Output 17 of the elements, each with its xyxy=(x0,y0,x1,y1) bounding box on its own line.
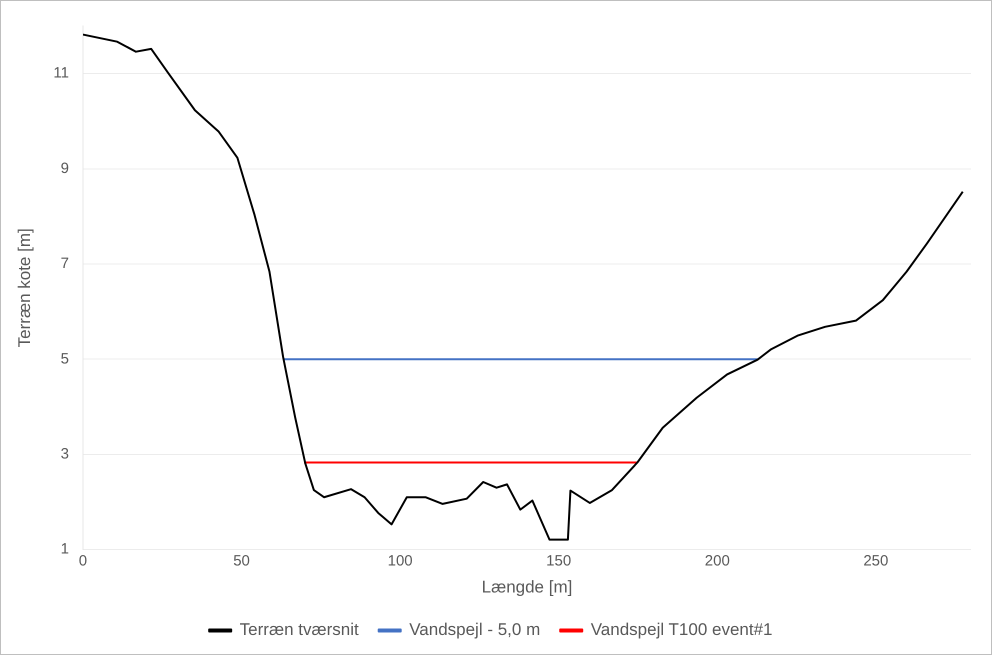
x-tick-label: 200 xyxy=(704,552,730,570)
legend-label: Vandspejl T100 event#1 xyxy=(590,620,773,640)
x-tick-label: 50 xyxy=(233,552,250,570)
y-tick-label: 5 xyxy=(60,350,69,368)
x-axis-title: Længde [m] xyxy=(482,577,572,596)
legend-label: Terræn tværsnit xyxy=(240,620,359,640)
x-tick-label: 100 xyxy=(388,552,413,570)
legend-label: Vandspejl - 5,0 m xyxy=(409,620,540,640)
x-tick-label: 0 xyxy=(78,552,88,570)
y-tick-label: 7 xyxy=(60,255,69,272)
y-tick-label: 3 xyxy=(60,446,69,463)
y-tick-label: 9 xyxy=(60,160,69,177)
y-tick-label: 1 xyxy=(60,540,69,558)
y-axis-title: Terræn kote [m] xyxy=(14,228,34,348)
y-tick-label: 11 xyxy=(53,64,69,82)
x-tick-label: 250 xyxy=(863,552,888,570)
x-tick-label: 150 xyxy=(546,552,572,570)
